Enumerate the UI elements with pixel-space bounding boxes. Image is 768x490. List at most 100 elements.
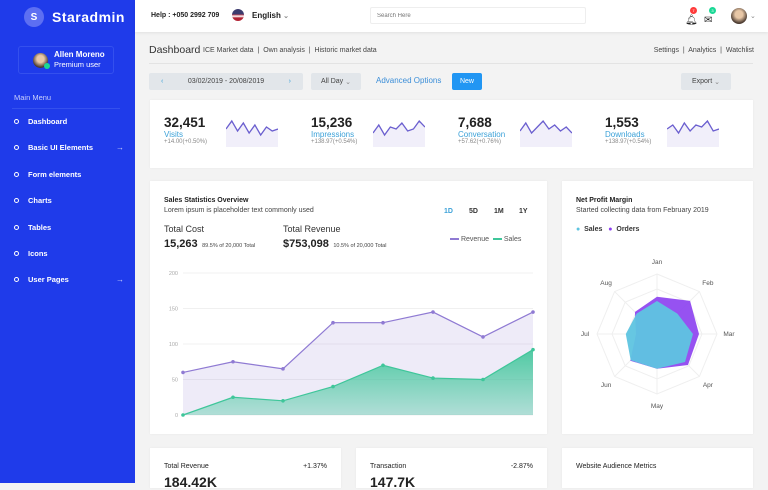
sidebar-item-user-pages[interactable]: User Pages → [14,275,124,284]
revenue-point [431,310,435,314]
revenue-point [181,370,185,375]
sales-line [182,349,534,416]
stat-change: +57.62(+0.76%) [458,139,502,145]
date-range: 03/02/2019 - 20/08/2019 [187,78,265,85]
stat-change: +138.97(+0.54%) [605,139,652,145]
sparkline-fill [520,121,572,147]
revenue-point [381,320,385,325]
link-own-analysis[interactable]: Own analysis [263,47,305,54]
circle-icon [14,171,19,177]
total-revenue-note: 10.5% of 20,000 Total [333,243,387,249]
sidebar-item-label: Form elements [28,169,82,179]
sidebar-item-dashboard[interactable]: Dashboard [14,117,124,126]
card-title: Total Revenue [164,463,209,470]
app-name: Staradmin [52,9,125,25]
sparkline-fill [667,121,719,147]
export-label: Export [691,78,713,85]
sparkline-line [667,119,719,135]
link-historic-data[interactable]: Historic market data [314,47,377,54]
y-tick-label: 0 [175,413,178,419]
sidebar-item-form-elements[interactable]: Form elements [14,170,124,179]
card-title: Sales Statistics Overview [164,197,249,204]
chevron-down-icon: ⌄ [283,13,289,20]
sparkline-line [520,119,572,135]
total-revenue-value: $753,098 [283,238,329,250]
chevron-left-icon[interactable]: ‹ [161,78,164,85]
radar-label-may: May [651,403,664,410]
sales-point [231,395,235,400]
avatar [33,52,50,69]
sidebar-item-basic-ui-elements[interactable]: Basic UI Elements → [14,143,124,152]
header-avatar [731,8,747,24]
radar-label-apr: Apr [703,382,714,389]
change-value: +1.37% [303,463,327,470]
bell-icon: 🔔︎ [685,15,698,26]
sales-point [531,347,535,352]
tab-1d[interactable]: 1D [444,208,453,215]
help-phone: Help : +050 2992 709 [151,12,220,19]
card-subtitle: Lorem ipsum is placeholder text commonly… [164,207,314,214]
stat-visits: 32,451 Visits +14.00(+0.50%) [164,115,207,145]
stat-value: 32,451 [164,115,206,130]
language-dropdown[interactable]: English ⌄ [252,11,289,20]
card-subtitle: Started collecting data from February 20… [576,207,709,214]
net-profit-card: Net Profit Margin Started collecting dat… [562,181,753,434]
stat-change: +14.00(+0.50%) [164,139,208,145]
export-dropdown[interactable]: Export ⌄ [681,73,731,90]
tab-5d[interactable]: 5D [469,208,478,215]
main-menu-heading: Main Menu [14,93,52,102]
sidebar-item-icons[interactable]: Icons [14,249,124,258]
notifications-button[interactable]: 🔔︎ 7 [685,7,698,28]
profile-dropdown[interactable]: ⌄ [731,8,756,24]
revenue-line [182,311,534,373]
sidebar-item-tables[interactable]: Tables [14,223,124,232]
search-input[interactable] [370,7,586,24]
card-title: Net Profit Margin [576,197,633,204]
chevron-down-icon: ⌄ [714,78,721,86]
top-navbar: Help : +050 2992 709 English ⌄ 🔔︎7 ✉3 ⌄ [135,0,768,32]
sparkline [373,119,425,147]
total-cost-label: Total Cost [164,224,205,234]
right-links: Settings | Analytics | Watchlist [653,47,754,54]
tab-1m[interactable]: 1M [494,208,504,215]
advanced-options-link[interactable]: Advanced Options [376,76,442,85]
tab-1y[interactable]: 1Y [519,208,528,215]
link-analytics[interactable]: Analytics [688,47,717,54]
sidebar-item-charts[interactable]: Charts [14,196,124,205]
total-cost-value: 15,263 [164,238,198,250]
circle-icon [14,198,19,204]
period-dropdown[interactable]: All Day ⌄ [311,73,361,90]
logo[interactable]: S Staradmin [24,7,125,27]
radar-label-aug: Aug [600,280,612,287]
revenue-point [481,335,485,339]
link-watchlist[interactable]: Watchlist [725,47,754,54]
legend-revenue: Revenue [460,236,489,243]
new-button[interactable]: New [452,73,482,90]
chevron-right-icon[interactable]: › [288,78,291,85]
sidebar-item-label: Icons [28,249,48,258]
sparkline [520,119,572,147]
radar-sales [625,301,693,369]
sub-links: ICE Market data | Own analysis | Histori… [203,47,377,54]
link-settings[interactable]: Settings [653,47,680,54]
sales-point [381,363,385,368]
sparkline-line [226,119,278,137]
arrow-right-icon: → [116,275,124,285]
link-ice-market[interactable]: ICE Market data [203,47,254,54]
radar-label-feb: Feb [702,280,714,287]
stat-label: Downloads [605,130,645,139]
card-title: Transaction [370,463,407,470]
chevron-down-icon: ⌄ [345,78,351,86]
messages-button[interactable]: ✉ 3 [704,7,716,28]
legend-sales: Sales [503,236,522,243]
arrow-right-icon: → [116,143,124,153]
divider [12,108,120,109]
sidebar: S Staradmin Allen Moreno Premium user Main… [0,0,135,483]
stats-card: 32,451 Visits +14.00(+0.50%) 15,236 Impressi… [150,100,753,168]
date-range-picker[interactable]: ‹ 03/02/2019 - 20/08/2019 › [149,73,303,90]
user-profile[interactable]: Allen Moreno Premium user [18,46,114,74]
user-role: Premium user [54,60,101,69]
y-tick-label: 100 [169,342,178,348]
circle-icon [14,224,19,230]
radar-label-jul: Jul [581,331,590,338]
